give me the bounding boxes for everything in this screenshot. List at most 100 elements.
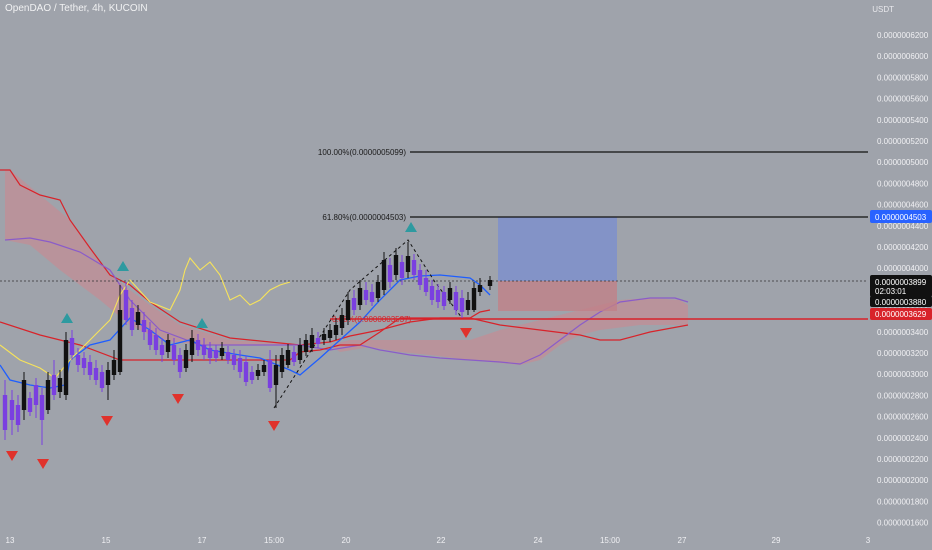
candle-body <box>309 335 315 348</box>
price-tag-stop-label: 0.0000003629 <box>875 310 927 319</box>
candle-body <box>105 370 111 385</box>
candle-body <box>201 345 207 355</box>
price-axis-tags: 0.0000004503 0.0000003899 02:03:01 0.000… <box>870 210 932 320</box>
candle-body <box>375 282 381 298</box>
candle-body <box>123 290 129 320</box>
price-tick-label: 0.0000005000 <box>877 158 929 167</box>
sell-marker-icon <box>268 421 280 431</box>
time-tick-label: 27 <box>678 536 687 545</box>
buy-marker-icon <box>117 261 129 271</box>
sell-marker-icon <box>460 328 472 338</box>
candle-body <box>423 278 429 292</box>
candle-body <box>15 405 21 425</box>
candle-body <box>63 340 69 395</box>
sell-marker-icon <box>37 459 49 469</box>
candle-body <box>219 348 225 356</box>
candle-body <box>99 372 105 388</box>
signal-markers <box>6 222 472 469</box>
candle-body <box>141 320 147 332</box>
chart-title: OpenDAO / Tether, 4h, KUCOIN <box>5 3 148 14</box>
candle-body <box>417 270 423 285</box>
candle-body <box>333 325 339 335</box>
price-tick-label: 0.0000002200 <box>877 455 929 464</box>
candles <box>2 242 493 445</box>
candle-body <box>291 352 297 362</box>
candle-body <box>261 365 267 372</box>
time-tick-label: 3 <box>866 536 871 545</box>
candle-body <box>459 298 465 312</box>
time-tick-label: 29 <box>772 536 781 545</box>
price-tick-label: 0.0000002800 <box>877 391 929 400</box>
long-position-target-zone[interactable] <box>498 217 617 281</box>
candle-body <box>357 288 363 305</box>
candle-body <box>487 280 493 286</box>
time-tick-label: 15:00 <box>600 536 621 545</box>
candle-body <box>351 298 357 310</box>
candle-body <box>39 395 45 420</box>
price-tag-target <box>870 210 932 223</box>
price-tick-label: 0.0000005400 <box>877 116 929 125</box>
candle-body <box>405 256 411 272</box>
price-tick-label: 0.0000004000 <box>877 264 929 273</box>
candle-body <box>87 362 93 375</box>
candle-body <box>153 335 159 350</box>
time-tick-labels: 13 15 17 15:00 20 22 24 15:00 27 29 3 <box>6 536 871 545</box>
candle-body <box>57 378 63 392</box>
time-tick-label: 22 <box>437 536 446 545</box>
candle-body <box>2 395 8 430</box>
candle-body <box>237 358 243 372</box>
price-tick-label: 0.0000005600 <box>877 95 929 104</box>
price-tick-label: 0.0000005200 <box>877 137 929 146</box>
price-tick-label: 0.0000004600 <box>877 201 929 210</box>
candle-body <box>411 260 417 275</box>
candle-body <box>75 355 81 365</box>
buy-marker-icon <box>405 222 417 232</box>
countdown-label: 02:03:01 <box>875 287 907 296</box>
price-tick-label: 0.0000001800 <box>877 497 929 506</box>
candle-body <box>297 345 303 360</box>
cloud-upper-red <box>0 169 689 346</box>
candle-body <box>327 330 333 338</box>
quote-currency-label: USDT <box>872 5 894 14</box>
price-tick-label: 0.0000002000 <box>877 476 929 485</box>
candle-body <box>27 398 33 412</box>
candle-body <box>303 340 309 352</box>
candle-body <box>147 330 153 345</box>
price-tag-current <box>870 275 932 297</box>
candle-body <box>477 285 483 292</box>
price-tick-label: 0.0000003400 <box>877 328 929 337</box>
candle-body <box>207 348 213 358</box>
candle-body <box>33 385 39 405</box>
candle-body <box>381 260 387 290</box>
candle-body <box>243 362 249 382</box>
candle-body <box>393 255 399 275</box>
fib-100-label: 100.00%(0.0000005099) <box>318 148 406 157</box>
candle-body <box>111 360 117 375</box>
candle-body <box>189 338 195 355</box>
time-tick-label: 15:00 <box>264 536 285 545</box>
candle-body <box>213 350 219 358</box>
buy-marker-icon <box>196 318 208 328</box>
sell-marker-icon <box>101 416 113 426</box>
candle-body <box>45 380 51 410</box>
price-tag-stop <box>870 308 932 320</box>
price-tick-label: 0.0000002600 <box>877 413 929 422</box>
candle-body <box>345 300 351 320</box>
candle-body <box>321 334 327 340</box>
price-tick-label: 0.0000004800 <box>877 179 929 188</box>
fib-0-label: 0.00%(0.0000003537) <box>332 315 412 324</box>
candle-body <box>465 300 471 310</box>
candle-body <box>453 292 459 310</box>
price-tick-label: 0.0000003000 <box>877 370 929 379</box>
time-tick-label: 24 <box>534 536 543 545</box>
price-tick-label: 0.0000001600 <box>877 519 929 528</box>
sell-marker-icon <box>172 394 184 404</box>
long-position-stop-zone[interactable] <box>498 281 617 311</box>
price-tag-target-label: 0.0000004503 <box>875 213 927 222</box>
sell-marker-icon <box>6 451 18 461</box>
candle-body <box>249 372 255 380</box>
candle-body <box>387 265 393 282</box>
candle-body <box>255 370 261 376</box>
fib-618-label: 61.80%(0.0000004503) <box>322 213 406 222</box>
